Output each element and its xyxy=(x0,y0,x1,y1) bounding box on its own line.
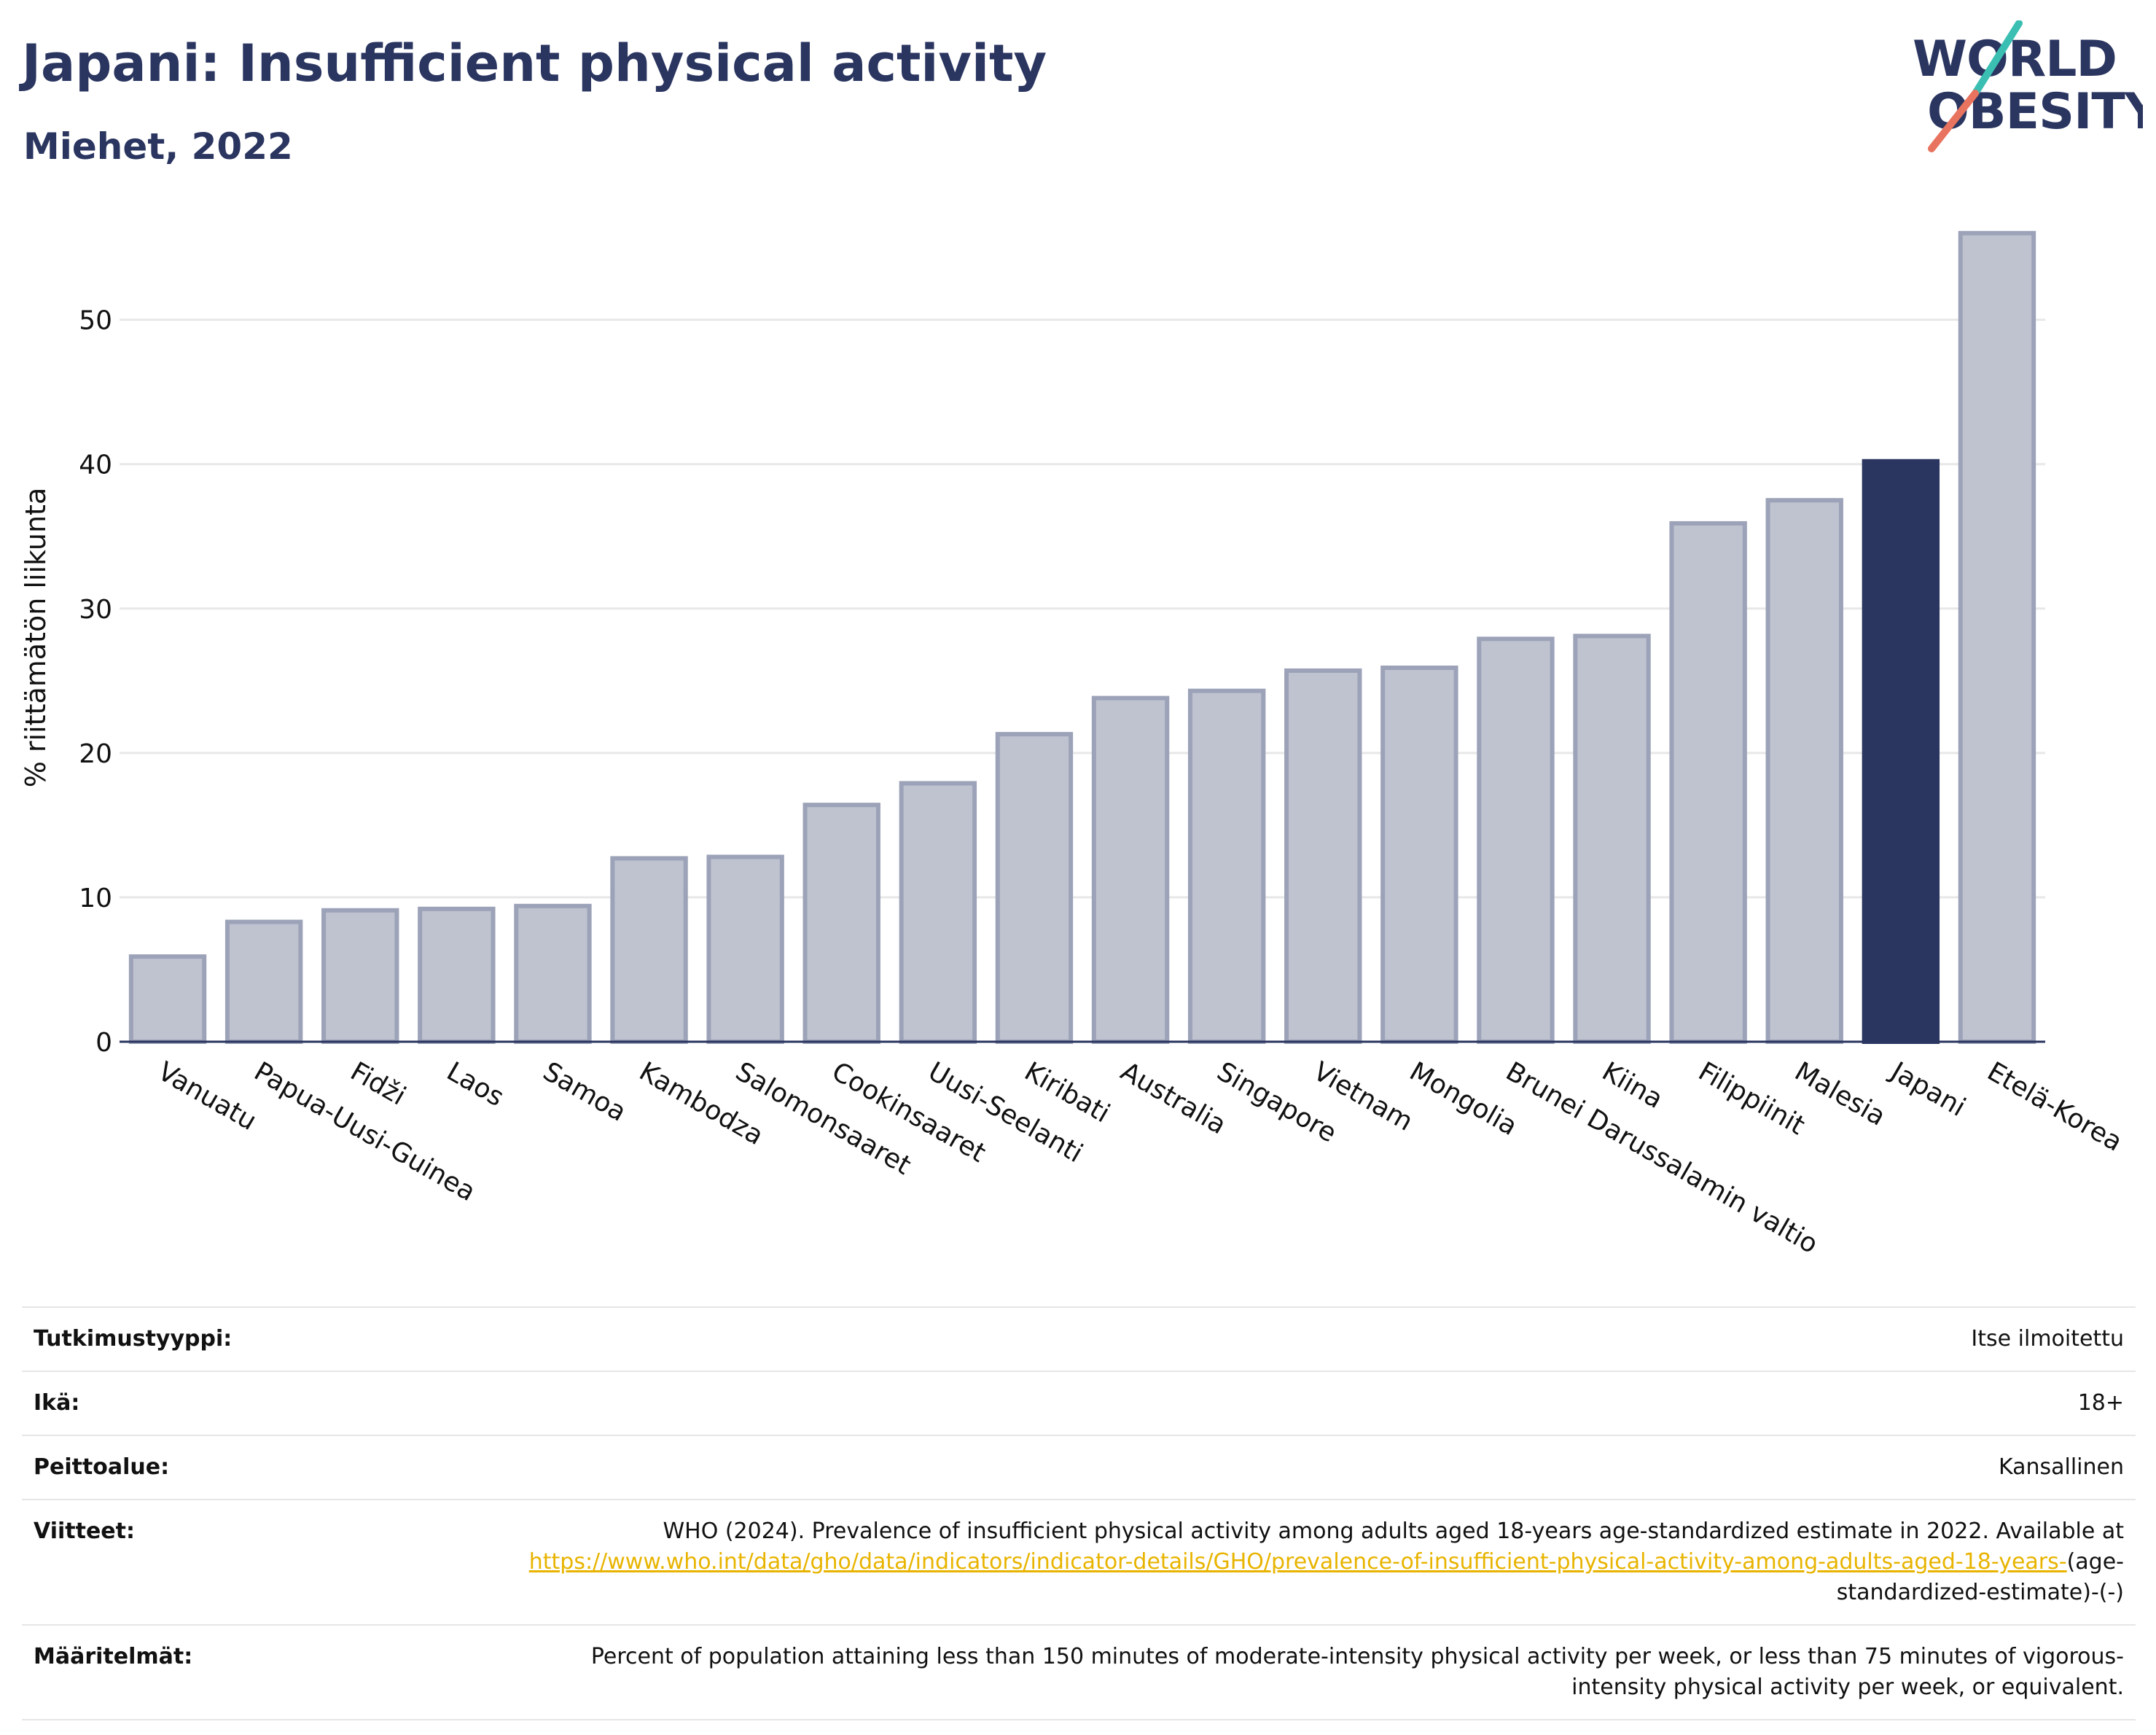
meta-label: Peittoalue: xyxy=(22,1435,512,1500)
bar-malesia[interactable] xyxy=(1765,498,1843,1044)
x-tick-label: Samoa xyxy=(538,1056,631,1128)
y-tick-label: 50 xyxy=(79,306,112,336)
meta-label: Viitteet: xyxy=(22,1499,512,1626)
x-tick-label: Mongolia xyxy=(1405,1056,1523,1142)
y-axis-title: % riittämätön liikunta xyxy=(20,488,52,788)
meta-value: 18+ xyxy=(512,1371,2136,1436)
y-tick-label: 0 xyxy=(95,1028,112,1058)
reference-text: WHO (2024). Prevalence of insufficient p… xyxy=(663,1518,2124,1544)
bar-filippiinit[interactable] xyxy=(1669,520,1747,1044)
x-tick-label: Filippiinit xyxy=(1693,1056,1810,1141)
x-tick-label: Laos xyxy=(442,1056,509,1112)
bar-cookinsaaret[interactable] xyxy=(802,803,880,1044)
meta-row-definitions: Määritelmät: Percent of population attai… xyxy=(22,1624,2136,1720)
x-tick-label: Fidži xyxy=(345,1056,411,1111)
chart-subtitle: Miehet, 2022 xyxy=(23,125,293,168)
meta-row-age: Ikä: 18+ xyxy=(22,1371,2136,1436)
bar-kambodza[interactable] xyxy=(610,856,688,1045)
bar-papua-uusi-guinea[interactable] xyxy=(224,919,303,1045)
meta-value: Percent of population attaining less tha… xyxy=(512,1624,2136,1720)
bar-etelä-korea[interactable] xyxy=(1958,230,2036,1044)
y-tick-label: 10 xyxy=(79,884,112,913)
x-tick-label: Australia xyxy=(1116,1056,1231,1140)
bar-kiribati[interactable] xyxy=(995,732,1074,1044)
bar-uusi-seelanti[interactable] xyxy=(899,781,977,1044)
y-tick-label: 20 xyxy=(79,739,112,769)
meta-label: Määritelmät: xyxy=(22,1624,512,1720)
chart-title: Japani: Insufficient physical activity xyxy=(22,34,1047,93)
reference-suffix: (age-standardized-estimate)-(-) xyxy=(1836,1549,2124,1605)
x-tick-label: Japani xyxy=(1885,1056,1971,1123)
meta-label: Tutkimustyyppi: xyxy=(22,1306,512,1372)
x-tick-label: Etelä-Korea xyxy=(1982,1056,2127,1158)
reference-link[interactable]: https://www.who.int/data/gho/data/indica… xyxy=(528,1549,2067,1575)
bars xyxy=(128,230,2036,1045)
meta-row-references: Viitteet: WHO (2024). Prevalence of insu… xyxy=(22,1499,2136,1626)
y-axis-ticks: 0 10 20 30 40 50 xyxy=(79,306,112,1058)
meta-label: Ikä: xyxy=(22,1371,512,1436)
bar-fid-i[interactable] xyxy=(321,908,399,1044)
meta-value: Itse ilmoitettu xyxy=(512,1306,2136,1372)
meta-value: Kansallinen xyxy=(512,1435,2136,1500)
bar-japani[interactable] xyxy=(1862,459,1940,1044)
meta-value-references: WHO (2024). Prevalence of insufficient p… xyxy=(512,1499,2136,1626)
bar-brunei-darussalamin-valtio[interactable] xyxy=(1477,636,1555,1044)
bar-kiina[interactable] xyxy=(1573,633,1651,1044)
y-tick-label: 40 xyxy=(79,451,112,480)
bar-samoa[interactable] xyxy=(514,903,592,1045)
grid-lines xyxy=(120,319,2045,899)
x-tick-label: Vanuatu xyxy=(153,1056,262,1136)
meta-row-survey-type: Tutkimustyyppi: Itse ilmoitettu xyxy=(22,1306,2136,1372)
logo-slash-teal xyxy=(1972,20,2023,97)
y-tick-label: 30 xyxy=(79,595,112,625)
bar-australia[interactable] xyxy=(1091,695,1170,1044)
world-obesity-logo[interactable]: WORLD OBESITY xyxy=(1895,20,2143,159)
bar-mongolia[interactable] xyxy=(1380,665,1458,1044)
meta-row-coverage: Peittoalue: Kansallinen xyxy=(22,1435,2136,1500)
bar-singapore[interactable] xyxy=(1187,688,1266,1044)
bar-laos[interactable] xyxy=(418,906,496,1044)
bar-vanuatu[interactable] xyxy=(128,954,207,1044)
logo-slash-coral xyxy=(1928,90,1979,152)
metadata-table: Tutkimustyyppi: Itse ilmoitettu Ikä: 18+… xyxy=(22,1306,2136,1720)
logo-line-world: WORLD xyxy=(1913,31,2117,88)
x-tick-label: Salomonsaaret xyxy=(730,1056,915,1181)
bar-salomonsaaret[interactable] xyxy=(706,854,784,1045)
x-tick-label: Kiina xyxy=(1597,1056,1668,1115)
bar-vietnam[interactable] xyxy=(1284,668,1362,1044)
